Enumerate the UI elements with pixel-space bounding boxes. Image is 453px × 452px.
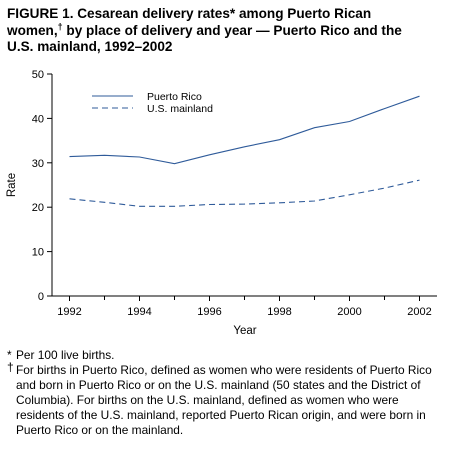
x-tick-label: 1992 [57, 306, 81, 318]
y-tick-label: 30 [32, 158, 44, 170]
legend-label: Puerto Rico [147, 91, 202, 103]
footnote-star-mark: * [7, 348, 12, 362]
chart-series [69, 95, 420, 207]
title-line-2a: women, [7, 22, 58, 38]
y-tick-label: 10 [32, 247, 44, 259]
x-tick-label: 2002 [407, 306, 431, 318]
footnote-dagger: † For births in Puerto Rico, defined as … [7, 360, 447, 438]
title-line-1: FIGURE 1. Cesarean delivery rates* among… [7, 6, 372, 21]
x-tick-label: 1994 [127, 306, 151, 318]
chart-axes: 0 10 20 30 40 50 1992 1994 1996 1998 2000 2002 [32, 69, 437, 318]
footnote-star-text: Per 100 live births. [16, 348, 115, 362]
figure-title: FIGURE 1. Cesarean delivery rates* among… [7, 6, 447, 56]
footnote-dagger-text: For births in Puerto Rico, defined as wo… [16, 363, 432, 437]
y-tick-label: 40 [32, 113, 44, 125]
series-line-puerto-rico [69, 95, 420, 165]
title-line-2: women,† by place of delivery and year — … [7, 20, 447, 40]
footnote-star: * Per 100 live births. [7, 348, 447, 363]
y-axis-label: Rate [6, 173, 18, 197]
y-tick-label: 50 [32, 69, 44, 81]
x-tick-label: 2000 [337, 306, 361, 318]
title-line-3: U.S. mainland, 1992–2002 [7, 39, 173, 54]
x-axis-label: Year [233, 325, 256, 337]
y-tick-label: 20 [32, 202, 44, 214]
series-line-us-mainland [69, 179, 420, 207]
x-tick-label: 1996 [197, 306, 221, 318]
x-tick-label: 1998 [267, 306, 291, 318]
legend-label: U.S. mainland [147, 103, 213, 115]
footnote-dagger-mark: † [7, 360, 14, 374]
title-line-2b: by place of delivery and year — Puerto R… [62, 22, 402, 38]
y-tick-label: 0 [38, 291, 44, 303]
title-dagger-mark: † [57, 20, 63, 31]
line-chart: 0 10 20 30 40 50 1992 1994 1996 1998 2000 2002 Puer… [6, 69, 437, 337]
footnotes: * Per 100 live births. † For births in P… [7, 348, 447, 438]
